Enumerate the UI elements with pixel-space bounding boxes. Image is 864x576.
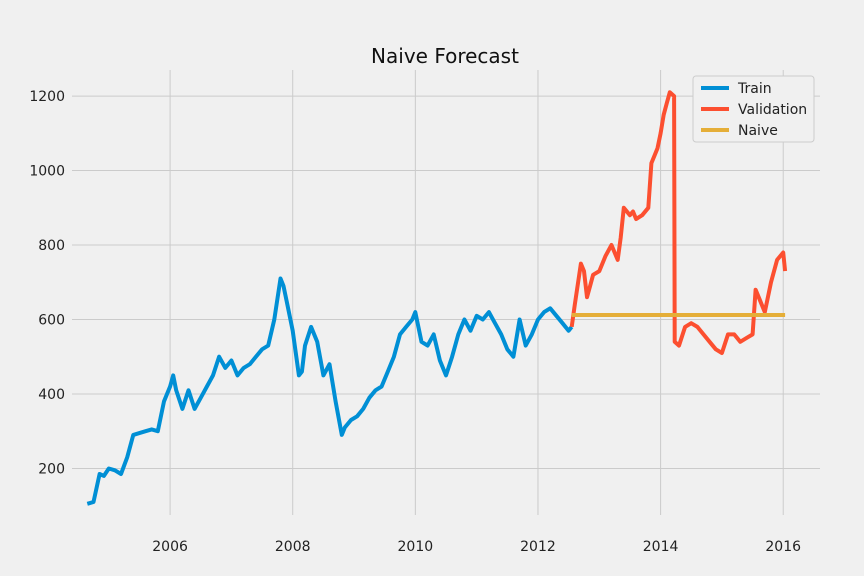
y-axis-ticks: 200 400 600 800 1000 1200 <box>29 89 65 477</box>
y-tick-label: 1000 <box>29 164 65 180</box>
y-tick-label: 800 <box>38 238 65 254</box>
series-lines <box>86 90 788 506</box>
x-tick-label: 2010 <box>398 539 434 555</box>
series-line-train <box>86 276 574 506</box>
grid <box>72 70 820 515</box>
y-tick-label: 600 <box>38 312 65 328</box>
y-tick-label: 1200 <box>29 89 65 105</box>
legend-label: Naive <box>738 123 778 139</box>
x-axis-ticks: 2006 2008 2010 2012 2014 2016 <box>152 539 801 555</box>
chart-title: Naive Forecast <box>371 44 519 68</box>
x-tick-label: 2016 <box>765 539 801 555</box>
x-tick-label: 2014 <box>643 539 679 555</box>
x-tick-label: 2012 <box>520 539 556 555</box>
y-tick-label: 200 <box>38 461 65 477</box>
y-tick-label: 400 <box>38 387 65 403</box>
legend-box <box>692 75 815 143</box>
legend-label: Train <box>737 81 772 97</box>
legend-label: Validation <box>738 102 807 118</box>
x-tick-label: 2006 <box>152 539 188 555</box>
legend: Train Validation Naive <box>692 75 815 143</box>
series-line-validation <box>569 90 788 355</box>
x-tick-label: 2008 <box>275 539 311 555</box>
